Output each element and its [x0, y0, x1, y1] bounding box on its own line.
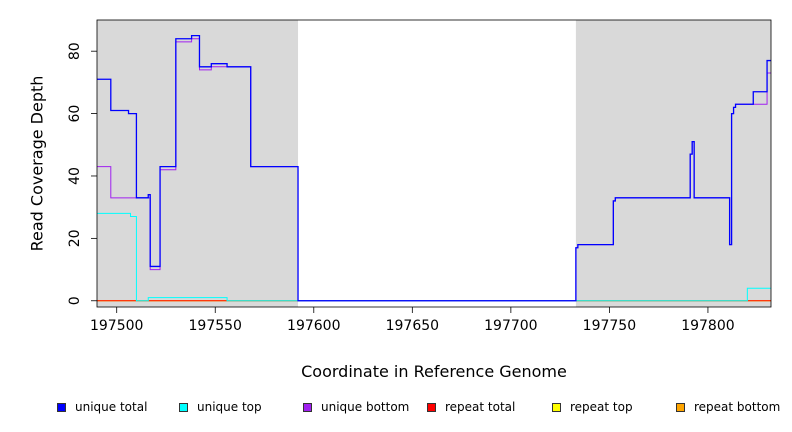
- x-tick-label: 197800: [681, 318, 734, 334]
- legend-swatch-unique-total: [57, 402, 66, 412]
- x-tick-label: 197500: [90, 318, 143, 334]
- legend-swatch-repeat-bottom: [676, 402, 685, 412]
- legend-swatch-repeat-top: [552, 402, 561, 412]
- y-tick-label: 0: [67, 296, 83, 305]
- legend-label-repeat-bottom: repeat bottom: [694, 400, 781, 414]
- x-tick-label: 197600: [287, 318, 340, 334]
- legend-label-repeat-top: repeat top: [570, 400, 633, 414]
- legend-item-repeat-bottom: repeat bottom: [676, 400, 780, 414]
- y-axis-label: Read Coverage Depth: [28, 76, 47, 252]
- legend-label-unique-total: unique total: [75, 400, 148, 414]
- series-layer: [97, 34, 771, 302]
- y-tick-label: 40: [67, 167, 83, 185]
- y-tick-label: 20: [67, 229, 83, 247]
- legend-label-repeat-total: repeat total: [445, 400, 516, 414]
- legend-label-unique-bottom: unique bottom: [321, 400, 410, 414]
- series-unique-top-line: [97, 212, 771, 302]
- plot-frame: [96, 19, 772, 308]
- x-tick-label: 197700: [484, 318, 537, 334]
- x-axis-label: Coordinate in Reference Genome: [301, 362, 567, 381]
- legend: unique total unique top unique bottom repea…: [0, 400, 792, 420]
- legend-label-unique-top: unique top: [197, 400, 262, 414]
- x-tick-label: 197650: [386, 318, 439, 334]
- plot-background: [97, 20, 771, 307]
- x-tick-label: 197550: [189, 318, 242, 334]
- legend-item-unique-total: unique total: [57, 400, 147, 414]
- legend-swatch-unique-bottom: [303, 402, 312, 412]
- x-tick-label: 197750: [583, 318, 636, 334]
- y-tick-label: 60: [67, 105, 83, 123]
- legend-swatch-unique-top: [179, 402, 188, 412]
- legend-item-unique-top: unique top: [179, 400, 262, 414]
- y-tick-label: 80: [67, 42, 83, 60]
- highlight-region: [298, 20, 576, 307]
- legend-swatch-repeat-total: [427, 402, 436, 412]
- legend-item-unique-bottom: unique bottom: [303, 400, 409, 414]
- series-unique-total-line: [97, 34, 771, 302]
- axes-layer: 197500 197550 197600 197650 197700 197750 1978…: [67, 42, 735, 334]
- legend-item-repeat-top: repeat top: [552, 400, 633, 414]
- legend-item-repeat-total: repeat total: [427, 400, 515, 414]
